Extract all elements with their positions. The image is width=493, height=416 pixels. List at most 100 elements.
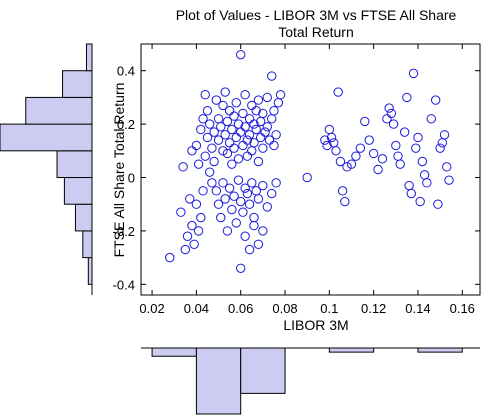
data-point <box>191 199 202 209</box>
data-point <box>333 87 343 97</box>
data-point <box>216 122 226 132</box>
y-axis: -0.4 -0.2 0 0.2 0.4 <box>113 64 480 292</box>
data-point <box>406 188 417 199</box>
data-point <box>200 90 210 100</box>
data-point <box>351 151 361 161</box>
data-point <box>337 186 348 196</box>
y-axis-label: FTSE All Share Total Return <box>111 83 127 258</box>
data-point <box>255 132 266 143</box>
data-point <box>187 146 197 156</box>
data-point <box>204 167 215 177</box>
data-point <box>229 143 239 153</box>
data-point <box>302 172 312 183</box>
x-histogram <box>141 347 480 415</box>
y-histogram-bar <box>0 123 93 152</box>
data-point <box>187 220 197 231</box>
y-tick-label: 0.4 <box>117 64 135 79</box>
data-point <box>439 130 450 140</box>
data-point <box>417 156 428 167</box>
data-point <box>242 151 253 161</box>
data-point <box>426 114 436 124</box>
data-point <box>322 140 332 151</box>
data-point <box>444 175 454 185</box>
data-point <box>213 135 224 145</box>
data-point <box>240 90 250 100</box>
data-point <box>275 90 286 100</box>
data-point <box>251 124 261 135</box>
data-point <box>178 162 188 172</box>
data-point <box>198 114 208 124</box>
data-point <box>415 196 425 207</box>
data-point <box>216 212 226 223</box>
data-point <box>240 122 250 132</box>
data-point <box>185 194 195 204</box>
y-tick-label: 0 <box>128 171 135 186</box>
data-point <box>258 143 268 153</box>
data-point <box>364 135 374 145</box>
data-point <box>249 138 259 148</box>
x-tick-label: 0.14 <box>405 301 430 316</box>
data-point <box>211 186 222 196</box>
data-point <box>262 122 272 132</box>
data-point <box>422 178 432 188</box>
data-point <box>411 143 421 153</box>
chart-title-line-2: Total Return <box>278 24 353 40</box>
data-point <box>202 132 213 143</box>
data-point <box>433 199 443 209</box>
data-point <box>340 196 350 207</box>
data-point <box>395 159 405 169</box>
data-point <box>211 95 222 105</box>
data-point <box>253 95 264 105</box>
data-point <box>213 199 224 209</box>
data-point <box>207 178 217 188</box>
data-point <box>227 204 237 215</box>
x-tick-label: 0.08 <box>272 301 297 316</box>
data-point <box>269 106 279 116</box>
data-point <box>391 140 401 151</box>
data-point <box>202 106 213 116</box>
data-point <box>262 92 272 103</box>
data-point <box>442 162 452 172</box>
data-point <box>218 100 228 111</box>
data-point <box>196 124 206 135</box>
y-histogram-bar <box>63 177 93 205</box>
x-histogram-bar <box>240 347 286 394</box>
data-point <box>430 95 441 105</box>
data-point <box>253 194 264 204</box>
data-point <box>233 175 244 185</box>
data-point <box>419 170 430 180</box>
x-histogram-bar <box>151 347 197 357</box>
x-tick-label: 0.02 <box>139 301 164 316</box>
data-point <box>213 114 224 124</box>
data-point <box>402 92 412 103</box>
data-point <box>346 159 357 169</box>
data-point <box>209 127 219 137</box>
data-point <box>236 49 246 60</box>
data-point <box>368 148 379 159</box>
data-point <box>262 202 272 212</box>
data-point <box>244 114 255 124</box>
data-point <box>269 140 279 151</box>
data-point <box>200 151 210 161</box>
data-point <box>165 252 175 263</box>
data-point <box>196 212 206 223</box>
data-point <box>193 226 204 236</box>
data-point <box>240 231 250 241</box>
data-point <box>258 180 268 191</box>
y-histogram-bar <box>87 257 93 285</box>
x-histogram-bar <box>328 347 375 353</box>
y-tick-label: -0.4 <box>113 277 135 292</box>
data-point <box>238 108 248 119</box>
data-point <box>253 156 264 167</box>
data-point <box>218 178 228 188</box>
chart-title-line-1: Plot of Values - LIBOR 3M vs FTSE All Sh… <box>176 7 457 23</box>
data-point <box>267 114 277 124</box>
data-point <box>249 212 259 223</box>
data-point <box>220 130 230 140</box>
scatter-points <box>165 49 454 273</box>
data-point <box>242 188 253 199</box>
data-point <box>384 103 394 113</box>
data-point <box>373 164 383 175</box>
y-histogram-bar <box>62 70 93 98</box>
